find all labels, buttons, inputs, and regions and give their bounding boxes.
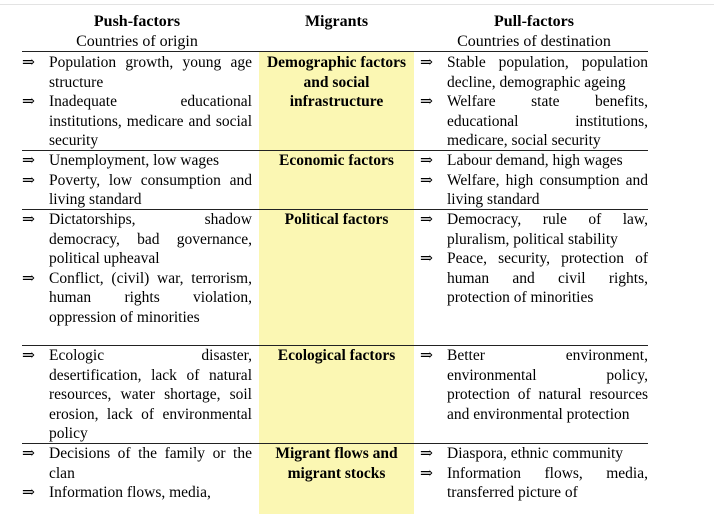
pull-header: Pull-factors Countries of destination bbox=[420, 12, 648, 52]
category-label: Ecological factors bbox=[277, 347, 396, 364]
push-item: ⇒ Information flows, media, bbox=[22, 483, 252, 503]
pull-item-text: Democracy, rule of law, pluralism, polit… bbox=[447, 211, 648, 248]
pull-title: Pull-factors bbox=[494, 13, 574, 30]
arrow-icon: ⇒ bbox=[22, 152, 35, 169]
pull-item: ⇒ Stable population, population decline, … bbox=[420, 53, 648, 92]
row-rule bbox=[22, 209, 648, 210]
row-rule bbox=[22, 443, 648, 444]
arrow-icon: ⇒ bbox=[420, 211, 433, 228]
pull-item: ⇒ Information flows, media, transferred p… bbox=[420, 464, 648, 503]
push-item: ⇒ Population growth, young age structure bbox=[22, 53, 252, 92]
arrow-icon: ⇒ bbox=[22, 484, 35, 501]
push-item-text: Poverty, low consumption and living stan… bbox=[49, 171, 252, 209]
category-label: Demographic factors and social infrastru… bbox=[266, 54, 407, 110]
pull-item-text: Labour demand, high wages bbox=[447, 152, 623, 169]
push-subtitle: Countries of origin bbox=[76, 33, 198, 50]
pull-item: ⇒ Better environment, environmental polic… bbox=[420, 346, 648, 424]
pull-cell: ⇒ Stable population, population decline, … bbox=[420, 53, 648, 151]
pull-item-text: Information flows, media, transferred pi… bbox=[447, 464, 648, 502]
push-item-text: Population growth, young age structure bbox=[49, 54, 252, 91]
pull-item: ⇒ Peace, security, protection of human an… bbox=[420, 249, 648, 308]
arrow-icon: ⇒ bbox=[22, 211, 35, 228]
pull-item-text: Better environment, environmental policy… bbox=[447, 347, 648, 423]
push-item-text: Information flows, media, bbox=[49, 484, 211, 501]
push-title: Push-factors bbox=[93, 13, 181, 30]
push-item: ⇒ Decisions of the family or the clan bbox=[22, 444, 252, 483]
arrow-icon: ⇒ bbox=[420, 171, 433, 189]
pull-item-text: Welfare state benefits, educational inst… bbox=[447, 93, 648, 149]
push-item-text: Conflict, (civil) war, terrorism, human … bbox=[49, 269, 252, 326]
push-item: ⇒ Poverty, low consumption and living sta… bbox=[22, 171, 252, 210]
row-rule bbox=[22, 345, 648, 346]
migrants-header: Migrants bbox=[259, 12, 414, 32]
pull-cell: ⇒ Better environment, environmental polic… bbox=[420, 346, 648, 424]
category-label: Migrant flows and migrant stocks bbox=[275, 445, 398, 482]
push-item: ⇒ Dictatorships, shadow democracy, bad go… bbox=[22, 210, 252, 269]
pull-cell: ⇒ Democracy, rule of law, pluralism, poli… bbox=[420, 210, 648, 308]
pull-cell: ⇒ Labour demand, high wages ⇒ Welfare, hig… bbox=[420, 151, 648, 210]
pull-item: ⇒ Diaspora, ethnic community bbox=[420, 444, 648, 464]
push-item-text: Ecologic disaster, desertification, lack… bbox=[49, 347, 252, 442]
arrow-icon: ⇒ bbox=[22, 54, 35, 71]
push-cell: ⇒ Unemployment, low wages ⇒ Poverty, low c… bbox=[22, 151, 252, 210]
arrow-icon: ⇒ bbox=[420, 54, 433, 71]
push-item-text: Dictatorships, shadow democracy, bad gov… bbox=[49, 211, 252, 267]
push-item: ⇒ Inadequate educational institutions, me… bbox=[22, 92, 252, 151]
push-cell: ⇒ Ecologic disaster, desertification, lac… bbox=[22, 346, 252, 444]
arrow-icon: ⇒ bbox=[420, 347, 433, 364]
arrow-icon: ⇒ bbox=[22, 445, 35, 462]
pull-item-text: Stable population, population decline, d… bbox=[447, 54, 648, 91]
arrow-icon: ⇒ bbox=[420, 464, 433, 482]
pull-item: ⇒ Democracy, rule of law, pluralism, poli… bbox=[420, 210, 648, 249]
pull-item: ⇒ Welfare, high consumption and living st… bbox=[420, 171, 648, 210]
push-item: ⇒ Unemployment, low wages bbox=[22, 151, 252, 171]
row-rule bbox=[22, 51, 648, 52]
push-item-text: Inadequate educational institutions, med… bbox=[49, 93, 252, 149]
arrow-icon: ⇒ bbox=[420, 250, 433, 267]
arrow-icon: ⇒ bbox=[22, 93, 35, 110]
category-label: Political factors bbox=[284, 211, 389, 228]
push-cell: ⇒ Decisions of the family or the clan ⇒ In… bbox=[22, 444, 252, 503]
push-item: ⇒ Ecologic disaster, desertification, lac… bbox=[22, 346, 252, 444]
row-rule bbox=[22, 150, 648, 151]
pull-cell: ⇒ Diaspora, ethnic community ⇒ Information… bbox=[420, 444, 648, 503]
arrow-icon: ⇒ bbox=[420, 152, 433, 169]
pull-item-text: Diaspora, ethnic community bbox=[447, 445, 624, 462]
arrow-icon: ⇒ bbox=[420, 93, 433, 110]
push-header: Push-factors Countries of origin bbox=[22, 12, 252, 52]
pull-item-text: Peace, security, protection of human and… bbox=[447, 250, 648, 306]
push-cell: ⇒ Population growth, young age structure … bbox=[22, 53, 252, 151]
pull-item: ⇒ Labour demand, high wages bbox=[420, 151, 648, 171]
top-divider bbox=[0, 4, 714, 5]
push-item-text: Decisions of the family or the clan bbox=[49, 445, 252, 482]
push-item: ⇒ Conflict, (civil) war, terrorism, human… bbox=[22, 269, 252, 328]
arrow-icon: ⇒ bbox=[22, 171, 35, 189]
push-item-text: Unemployment, low wages bbox=[49, 152, 220, 169]
pull-item: ⇒ Welfare state benefits, educational ins… bbox=[420, 92, 648, 151]
pull-item-text: Welfare, high consumption and living sta… bbox=[447, 171, 648, 209]
category-label: Economic factors bbox=[279, 152, 394, 169]
push-cell: ⇒ Dictatorships, shadow democracy, bad go… bbox=[22, 210, 252, 327]
arrow-icon: ⇒ bbox=[22, 347, 35, 364]
migrants-column-highlight bbox=[259, 52, 414, 514]
pull-subtitle: Countries of destination bbox=[457, 33, 611, 50]
migrants-title: Migrants bbox=[304, 13, 369, 30]
arrow-icon: ⇒ bbox=[420, 445, 433, 462]
arrow-icon: ⇒ bbox=[22, 269, 35, 287]
